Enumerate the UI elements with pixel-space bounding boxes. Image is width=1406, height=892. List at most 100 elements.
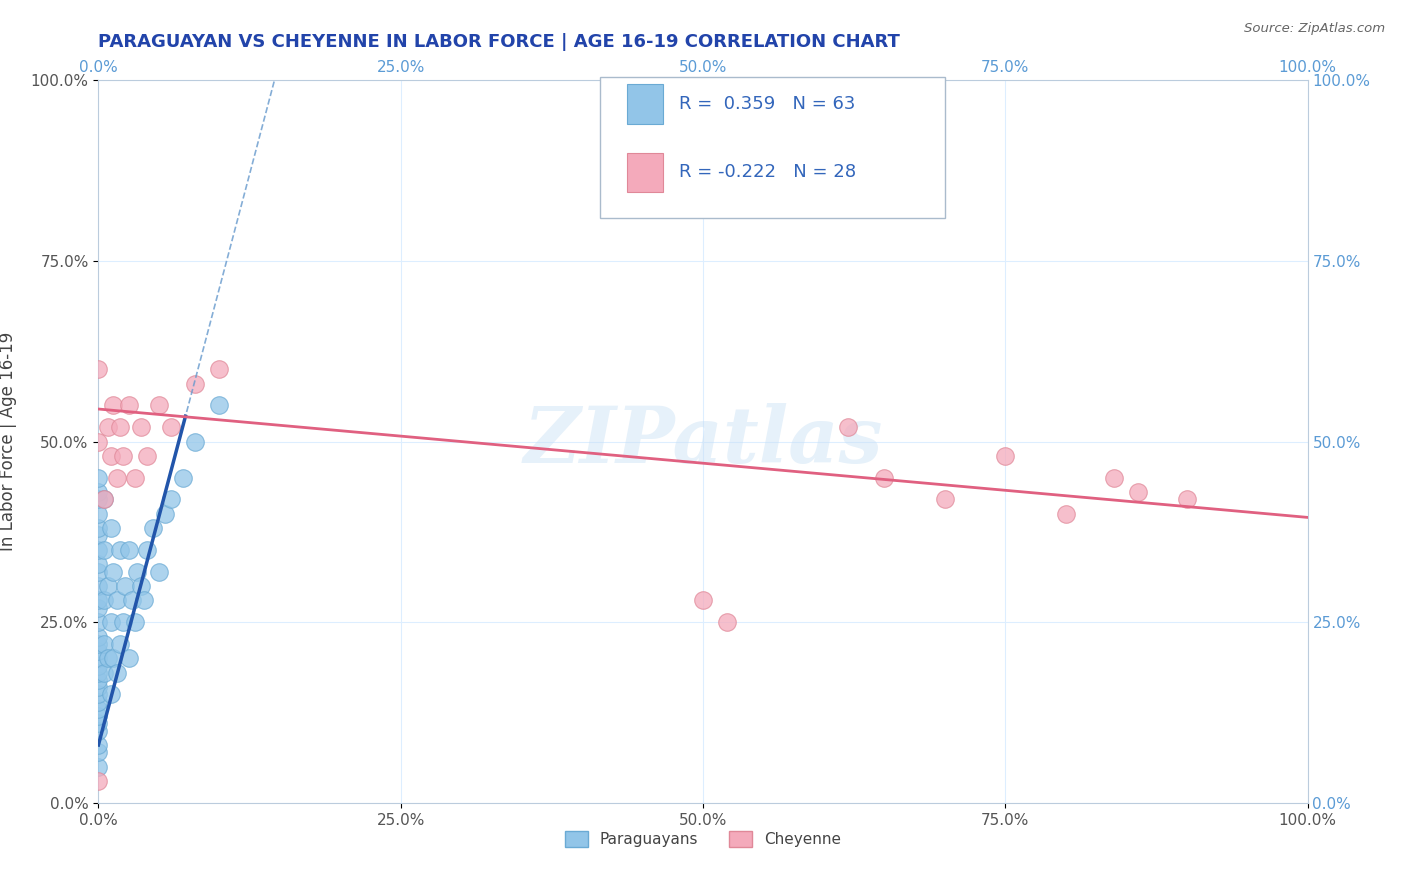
Point xyxy=(93,665,115,680)
Point xyxy=(87,658,110,673)
Point xyxy=(87,637,110,651)
Point xyxy=(87,702,110,716)
Point xyxy=(97,579,120,593)
Point xyxy=(87,521,110,535)
Point xyxy=(100,615,122,630)
Point xyxy=(1128,485,1150,500)
Point xyxy=(121,593,143,607)
Point xyxy=(127,565,149,579)
Point xyxy=(105,665,128,680)
Point xyxy=(184,434,207,449)
Point xyxy=(105,470,128,484)
Point xyxy=(208,398,231,412)
Text: R =  0.359   N = 63: R = 0.359 N = 63 xyxy=(679,95,855,112)
Point xyxy=(135,542,157,557)
Point xyxy=(934,492,956,507)
Point xyxy=(87,673,110,687)
Point xyxy=(87,695,110,709)
Point xyxy=(108,420,131,434)
Point xyxy=(87,492,110,507)
Point xyxy=(100,521,122,535)
Point xyxy=(160,492,183,507)
Point xyxy=(129,420,152,434)
Point xyxy=(87,593,110,607)
Point xyxy=(93,593,115,607)
Point xyxy=(87,434,110,449)
Point xyxy=(172,470,194,484)
Point xyxy=(101,398,124,412)
Point xyxy=(87,507,110,521)
FancyBboxPatch shape xyxy=(627,84,664,124)
Point xyxy=(994,449,1017,463)
Point xyxy=(1102,470,1125,484)
Point xyxy=(87,630,110,644)
Point xyxy=(87,687,110,701)
Point xyxy=(118,398,141,412)
Point xyxy=(105,593,128,607)
Point xyxy=(100,449,122,463)
Point xyxy=(134,593,156,607)
Point xyxy=(87,528,110,542)
Point xyxy=(87,716,110,731)
Y-axis label: In Labor Force | Age 16-19: In Labor Force | Age 16-19 xyxy=(0,332,17,551)
Point xyxy=(87,723,110,738)
Point xyxy=(111,615,134,630)
Point xyxy=(129,579,152,593)
Point xyxy=(93,492,115,507)
Point xyxy=(692,593,714,607)
Point xyxy=(97,651,120,665)
Text: R = -0.222   N = 28: R = -0.222 N = 28 xyxy=(679,163,856,181)
Text: ZIPatlas: ZIPatlas xyxy=(523,403,883,480)
FancyBboxPatch shape xyxy=(627,153,664,193)
Point xyxy=(87,565,110,579)
Text: PARAGUAYAN VS CHEYENNE IN LABOR FORCE | AGE 16-19 CORRELATION CHART: PARAGUAYAN VS CHEYENNE IN LABOR FORCE | … xyxy=(98,32,900,51)
Point xyxy=(87,644,110,658)
Point xyxy=(111,449,134,463)
Point xyxy=(118,651,141,665)
Point xyxy=(87,558,110,572)
Point xyxy=(837,420,859,434)
Point xyxy=(184,376,207,391)
Point xyxy=(148,565,170,579)
Point xyxy=(93,637,115,651)
Point xyxy=(124,470,146,484)
Point xyxy=(1175,492,1198,507)
Point xyxy=(87,651,110,665)
Point xyxy=(153,507,176,521)
Point xyxy=(87,362,110,376)
Point xyxy=(124,615,146,630)
FancyBboxPatch shape xyxy=(600,77,945,218)
Text: Source: ZipAtlas.com: Source: ZipAtlas.com xyxy=(1244,22,1385,36)
Point xyxy=(135,449,157,463)
Point xyxy=(100,687,122,701)
Point xyxy=(716,615,738,630)
Point xyxy=(101,565,124,579)
Point xyxy=(87,709,110,723)
Point xyxy=(87,665,110,680)
Point xyxy=(142,521,165,535)
Point xyxy=(87,760,110,774)
Point xyxy=(208,362,231,376)
Point xyxy=(160,420,183,434)
Point xyxy=(87,600,110,615)
Point xyxy=(873,470,896,484)
Legend: Paraguayans, Cheyenne: Paraguayans, Cheyenne xyxy=(558,825,848,853)
Point xyxy=(87,774,110,789)
Point xyxy=(93,492,115,507)
Point xyxy=(108,637,131,651)
Point xyxy=(118,542,141,557)
Point xyxy=(87,680,110,694)
Point xyxy=(97,420,120,434)
Point xyxy=(87,579,110,593)
Point xyxy=(101,651,124,665)
Point xyxy=(87,745,110,759)
Point xyxy=(87,485,110,500)
Point xyxy=(87,615,110,630)
Point xyxy=(114,579,136,593)
Point xyxy=(1054,507,1077,521)
Point xyxy=(87,542,110,557)
Point xyxy=(87,470,110,484)
Point xyxy=(93,542,115,557)
Point xyxy=(87,738,110,752)
Point xyxy=(148,398,170,412)
